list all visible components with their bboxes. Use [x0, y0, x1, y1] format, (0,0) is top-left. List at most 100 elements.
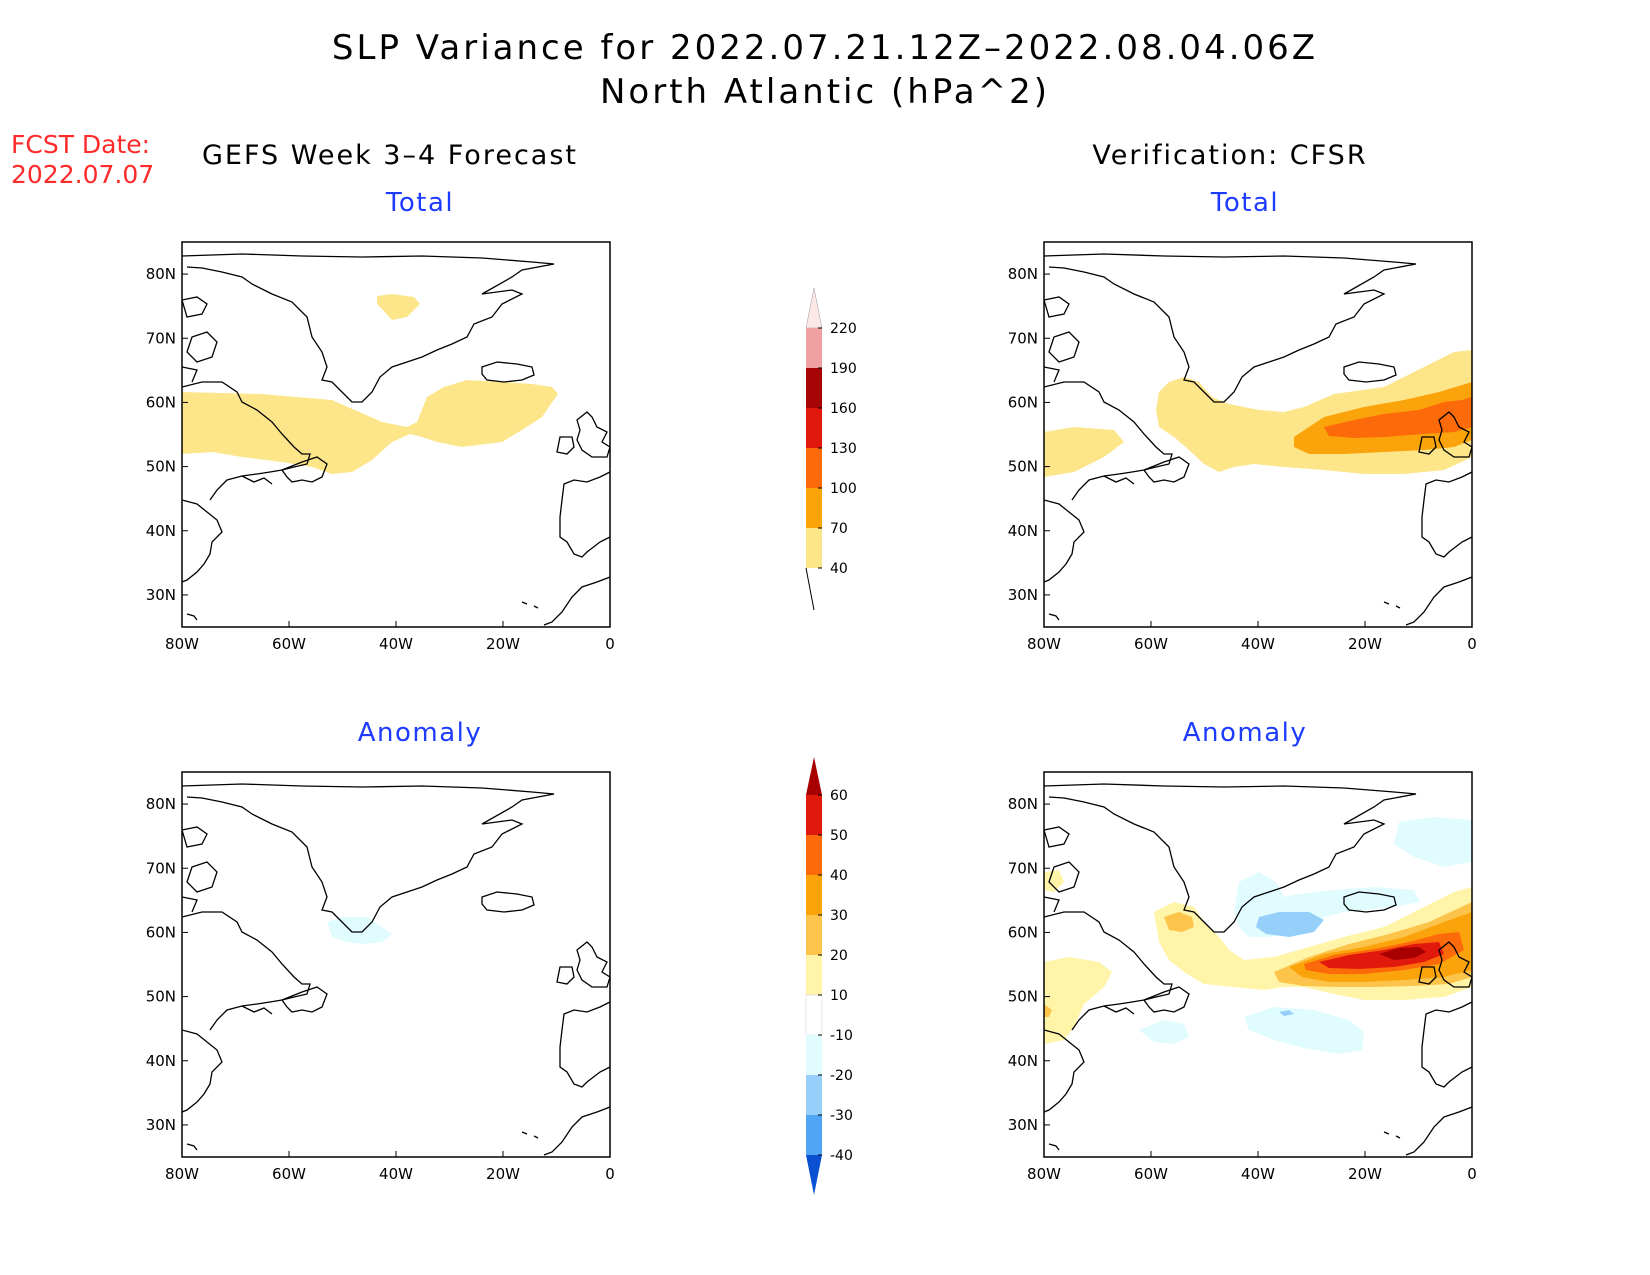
- axis-labels: 80W 60W 40W 20W 0 80N 70N 60N 50N 40N 30N: [1008, 265, 1477, 653]
- colorbar-label: -30: [830, 1108, 853, 1124]
- lat-tick-label: 40N: [146, 1052, 176, 1070]
- colorbar-cap-top: [806, 757, 822, 795]
- lon-tick-label: 60W: [272, 635, 306, 653]
- map-forecast-anomaly: 80W 60W 40W 20W 0 80N 70N 60N 50N 40N 30N: [146, 771, 615, 1183]
- colorbar-segment: [806, 1035, 822, 1075]
- lat-tick-label: 70N: [1008, 329, 1038, 347]
- colorbar-segment: [806, 368, 822, 408]
- lat-tick-label: 50N: [1008, 458, 1038, 476]
- colorbar-label: 220: [830, 321, 857, 337]
- contour-fill-neg10-neg20: [1139, 1020, 1189, 1044]
- fcst-date-value: 2022.07.07: [11, 160, 155, 189]
- contour-fill-10-20: [1044, 870, 1064, 892]
- colorbar-label: -20: [830, 1068, 853, 1084]
- panel-title-forecast-total: Total: [385, 188, 455, 218]
- contour-fill-neg10-neg20: [1394, 817, 1472, 867]
- colorbar-label: 60: [830, 788, 848, 804]
- colorbar-label: 160: [830, 401, 857, 417]
- contour-fill-neg20-neg30: [1279, 1010, 1294, 1016]
- contour-fill-neg20-neg30: [1256, 912, 1324, 937]
- lat-tick-label: 60N: [1008, 393, 1038, 411]
- lat-tick-label: 80N: [146, 795, 176, 813]
- colorbar-segment: [806, 835, 822, 875]
- colorbar-label: 70: [830, 521, 848, 537]
- lat-tick-label: 60N: [146, 393, 176, 411]
- contour-fill-20-30: [1164, 912, 1194, 932]
- contour-fill-20-30: [1044, 1004, 1052, 1017]
- colorbar-segment: [806, 488, 822, 528]
- lat-tick-label: 80N: [146, 265, 176, 283]
- colorbar-label: 20: [830, 948, 848, 964]
- panel-title-verif-anomaly: Anomaly: [1182, 718, 1308, 748]
- colorbar-cap-bottom: [806, 1155, 822, 1195]
- colorbar-label: 40: [830, 868, 848, 884]
- colorbar-segment: [806, 955, 822, 995]
- contour-fill-100-130: [1324, 397, 1472, 438]
- lon-tick-label: 40W: [1241, 1165, 1275, 1183]
- contour-fill-40-70-north: [377, 294, 420, 320]
- colorbar-cap-bottom: [805, 567, 815, 611]
- colorbar-label: 30: [830, 908, 848, 924]
- lon-tick-label: 60W: [1134, 635, 1168, 653]
- lon-tick-label: 80W: [1027, 1165, 1061, 1183]
- colorbar-label: -40: [830, 1148, 853, 1164]
- contour-fill-10-20: [1044, 957, 1112, 1044]
- lat-tick-label: 50N: [1008, 988, 1038, 1006]
- colorbar-label: 190: [830, 361, 857, 377]
- lon-tick-label: 0: [605, 1165, 615, 1183]
- colorbar-label: 100: [830, 481, 857, 497]
- lat-tick-label: 30N: [1008, 1116, 1038, 1134]
- lon-tick-label: 20W: [486, 635, 520, 653]
- panel-title-verif-total: Total: [1210, 188, 1280, 218]
- main-title: SLP Variance for 2022.07.21.12Z–2022.08.…: [331, 28, 1319, 68]
- colorbar-segment: [806, 915, 822, 955]
- lat-tick-label: 30N: [146, 586, 176, 604]
- lon-tick-label: 80W: [165, 635, 199, 653]
- lon-tick-label: 20W: [1348, 635, 1382, 653]
- lat-tick-label: 40N: [1008, 522, 1038, 540]
- colorbar-segment: [806, 1075, 822, 1115]
- lat-tick-label: 70N: [146, 859, 176, 877]
- lon-tick-label: 60W: [272, 1165, 306, 1183]
- lat-tick-label: 60N: [1008, 923, 1038, 941]
- colorbar-label: 10: [830, 988, 848, 1004]
- contour-fill-neg10-neg20: [327, 917, 392, 944]
- lat-tick-label: 50N: [146, 988, 176, 1006]
- colorbar-total: 40 70 100 130 160 190 220: [805, 287, 857, 611]
- fcst-date-label: FCST Date:: [11, 130, 151, 159]
- contour-fill-neg10-neg20: [1244, 1007, 1364, 1054]
- axis-labels: 80W 60W 40W 20W 0 80N 70N 60N 50N 40N 30N: [1008, 795, 1477, 1183]
- colorbar-label: 130: [830, 441, 857, 457]
- map-forecast-total: 80W 60W 40W 20W 0 80N 70N 60N 50N 40N 30N: [146, 241, 615, 653]
- lat-tick-label: 80N: [1008, 265, 1038, 283]
- lon-tick-label: 20W: [486, 1165, 520, 1183]
- lat-tick-label: 40N: [146, 522, 176, 540]
- lat-tick-label: 40N: [1008, 1052, 1038, 1070]
- lon-tick-label: 20W: [1348, 1165, 1382, 1183]
- colorbar-segment: [806, 528, 822, 568]
- lon-tick-label: 0: [1467, 1165, 1477, 1183]
- lon-tick-label: 60W: [1134, 1165, 1168, 1183]
- lat-tick-label: 50N: [146, 458, 176, 476]
- colorbar-segment: [806, 448, 822, 488]
- right-column-heading: Verification: CFSR: [1092, 140, 1368, 171]
- colorbar-segment: [806, 408, 822, 448]
- colorbar-label: 40: [830, 561, 848, 577]
- lon-tick-label: 0: [605, 635, 615, 653]
- lon-tick-label: 40W: [1241, 635, 1275, 653]
- panel-title-forecast-anomaly: Anomaly: [357, 718, 483, 748]
- contour-fill-40-70: [1044, 427, 1124, 477]
- colorbar-segment: [806, 1115, 822, 1155]
- colorbar-segment: [806, 875, 822, 915]
- colorbar-segment: [806, 328, 822, 368]
- lon-tick-label: 0: [1467, 635, 1477, 653]
- lat-tick-label: 70N: [146, 329, 176, 347]
- lat-tick-label: 30N: [146, 1116, 176, 1134]
- colorbar-segment: [805, 994, 823, 1036]
- contour-fill-40-70: [182, 380, 558, 474]
- left-column-heading: GEFS Week 3–4 Forecast: [201, 140, 578, 171]
- main-subtitle: North Atlantic (hPa^2): [599, 72, 1050, 112]
- lat-tick-label: 60N: [146, 923, 176, 941]
- lat-tick-label: 30N: [1008, 586, 1038, 604]
- colorbar-cap-top: [805, 287, 823, 329]
